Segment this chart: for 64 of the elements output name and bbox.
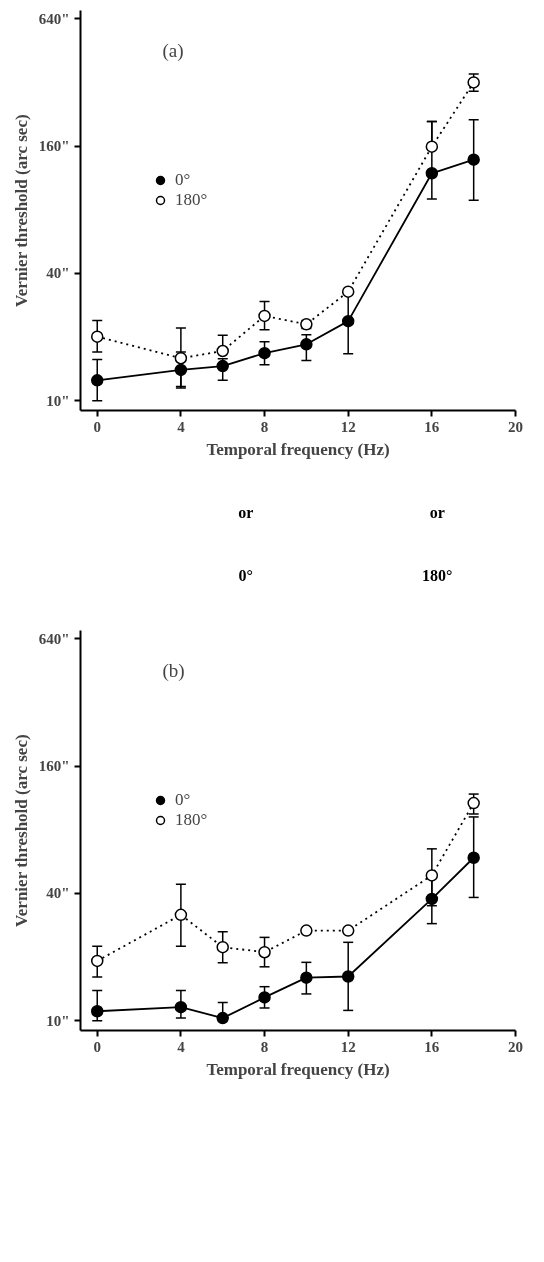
x-axis-title: Temporal frequency (Hz) xyxy=(206,1059,390,1079)
y-tick-label: 160" xyxy=(38,758,70,775)
y-axis-title: Vernier threshold (arc sec) xyxy=(11,114,31,307)
text: 180° xyxy=(422,567,453,584)
y-tick-label: 160" xyxy=(38,138,70,155)
point xyxy=(216,344,229,358)
legend-label: 0° xyxy=(175,790,192,810)
point xyxy=(90,1004,104,1018)
point xyxy=(216,359,229,373)
point xyxy=(341,314,355,328)
x-axis-title: Temporal frequency (Hz) xyxy=(206,439,390,459)
text: or xyxy=(238,504,254,521)
y-tick-label: 40" xyxy=(46,265,70,282)
point xyxy=(174,908,188,922)
legend-label: 180° xyxy=(175,810,208,830)
y-axis-title: Vernier threshold (arc sec) xyxy=(11,734,31,927)
text: 0° xyxy=(238,567,254,584)
x-tick-label: 20 xyxy=(508,418,523,435)
text: (a) xyxy=(162,39,184,62)
x-tick-label: 16 xyxy=(424,418,440,435)
point xyxy=(90,374,104,387)
text: or xyxy=(429,504,445,521)
x-tick-label: 12 xyxy=(340,1038,356,1055)
point xyxy=(300,971,313,984)
x-tick-label: 20 xyxy=(508,1038,523,1055)
point xyxy=(90,330,104,343)
point xyxy=(258,309,271,323)
y-tick-label: 640" xyxy=(38,630,70,647)
legend-label: 180° xyxy=(175,190,208,210)
x-tick-label: 8 xyxy=(260,1038,269,1055)
x-tick-label: 8 xyxy=(260,418,269,435)
point xyxy=(425,869,439,882)
x-tick-label: 16 xyxy=(424,1038,440,1055)
point xyxy=(467,796,480,810)
point xyxy=(258,346,271,360)
y-tick-label: 10" xyxy=(46,1012,70,1029)
point xyxy=(300,924,313,937)
x-tick-label: 4 xyxy=(177,1038,186,1055)
x-tick-label: 4 xyxy=(177,418,186,435)
point xyxy=(216,1011,229,1025)
x-tick-label: 12 xyxy=(340,418,356,435)
point xyxy=(174,1000,188,1014)
point xyxy=(467,851,480,864)
point xyxy=(341,285,355,298)
point xyxy=(425,167,439,180)
legend-label: 0° xyxy=(175,170,192,190)
point xyxy=(258,991,271,1004)
point xyxy=(90,954,104,968)
point xyxy=(174,351,188,365)
point xyxy=(341,924,355,937)
y-tick-label: 10" xyxy=(46,392,70,409)
point xyxy=(258,945,271,959)
point xyxy=(425,140,439,153)
point xyxy=(300,338,313,351)
x-tick-label: 0 xyxy=(93,418,101,435)
point xyxy=(341,970,355,983)
text: (b) xyxy=(162,659,185,682)
point xyxy=(425,892,439,906)
y-tick-label: 640" xyxy=(38,10,70,27)
point xyxy=(216,940,229,954)
point xyxy=(174,363,188,377)
y-tick-label: 40" xyxy=(46,885,70,902)
point xyxy=(467,153,480,166)
x-tick-label: 0 xyxy=(93,1038,101,1055)
